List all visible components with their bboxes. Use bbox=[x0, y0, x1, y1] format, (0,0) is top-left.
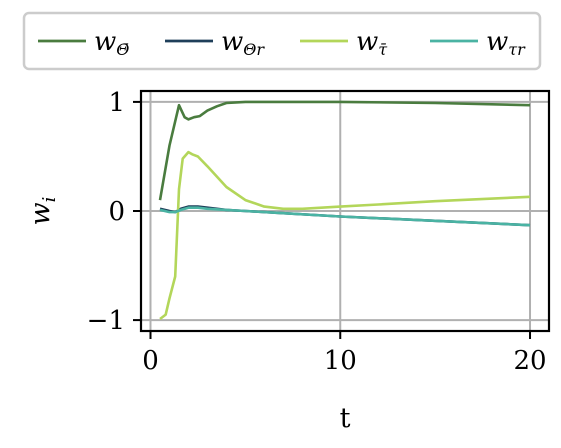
x-tick-label-1: 10 bbox=[324, 346, 357, 376]
grid bbox=[141, 91, 549, 331]
y-axis-label: wi bbox=[25, 197, 60, 226]
series-lines bbox=[158, 100, 531, 321]
x-tick-label-2: 20 bbox=[513, 346, 546, 376]
axis-ticks: 0 10 20 −1 0 1 bbox=[87, 88, 547, 376]
legend-box bbox=[22, 11, 542, 71]
series-line-2 bbox=[159, 150, 531, 321]
series-line-0 bbox=[158, 100, 531, 201]
x-axis-label: t bbox=[340, 403, 351, 434]
legend: wΘ̄ wΘr wτ̄ wτr bbox=[22, 11, 542, 71]
y-tick-label-0: −1 bbox=[87, 306, 125, 336]
y-tick-label-2: 1 bbox=[108, 88, 125, 118]
y-tick-label-1: 0 bbox=[108, 197, 125, 227]
x-tick-label-0: 0 bbox=[142, 346, 159, 376]
series-line-3 bbox=[159, 206, 531, 227]
